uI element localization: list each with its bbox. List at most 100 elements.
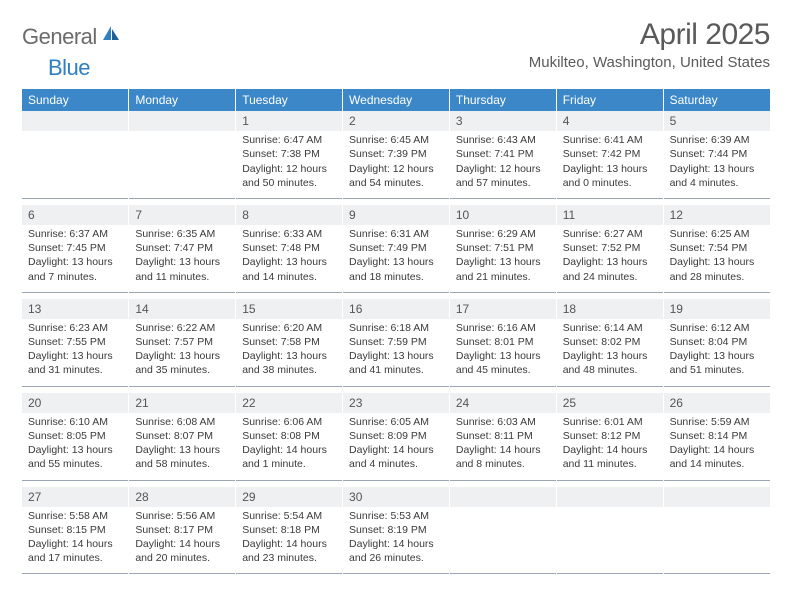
day-line: Daylight: 13 hours xyxy=(456,255,550,269)
day-cell: Sunrise: 6:25 AMSunset: 7:54 PMDaylight:… xyxy=(663,225,770,292)
day-number: 20 xyxy=(22,393,129,413)
day-number: 5 xyxy=(663,111,770,131)
day-number: 13 xyxy=(22,299,129,319)
day-cell: Sunrise: 6:06 AMSunset: 8:08 PMDaylight:… xyxy=(236,413,343,480)
day-line: Daylight: 13 hours xyxy=(563,162,657,176)
day-line: Sunset: 8:09 PM xyxy=(349,429,443,443)
day-header-row: SundayMondayTuesdayWednesdayThursdayFrid… xyxy=(22,89,770,111)
day-number xyxy=(663,487,770,507)
day-number: 4 xyxy=(556,111,663,131)
daynum-row: 12345 xyxy=(22,111,770,131)
day-line: Sunset: 7:59 PM xyxy=(349,335,443,349)
day-number: 9 xyxy=(343,205,450,225)
day-line: and 50 minutes. xyxy=(242,176,336,190)
day-line: Daylight: 13 hours xyxy=(349,255,443,269)
day-line: Sunrise: 6:03 AM xyxy=(456,415,550,429)
day-line: Daylight: 13 hours xyxy=(28,255,122,269)
day-line: and 24 minutes. xyxy=(563,270,657,284)
day-line: Daylight: 13 hours xyxy=(135,255,229,269)
day-line: Sunrise: 5:58 AM xyxy=(28,509,122,523)
day-number xyxy=(129,111,236,131)
content-row: Sunrise: 6:37 AMSunset: 7:45 PMDaylight:… xyxy=(22,225,770,292)
day-cell: Sunrise: 6:14 AMSunset: 8:02 PMDaylight:… xyxy=(556,319,663,386)
logo-sail-icon xyxy=(101,24,121,47)
day-line: and 55 minutes. xyxy=(28,457,122,471)
day-header: Monday xyxy=(129,89,236,111)
day-number xyxy=(22,111,129,131)
day-number: 11 xyxy=(556,205,663,225)
day-line: and 28 minutes. xyxy=(670,270,764,284)
day-line: Sunset: 7:55 PM xyxy=(28,335,122,349)
day-cell xyxy=(663,507,770,574)
location: Mukilteo, Washington, United States xyxy=(529,54,770,71)
day-line: and 11 minutes. xyxy=(135,270,229,284)
daynum-row: 27282930 xyxy=(22,487,770,507)
day-cell xyxy=(22,131,129,198)
day-line: Daylight: 14 hours xyxy=(135,537,229,551)
day-number: 19 xyxy=(663,299,770,319)
day-cell: Sunrise: 6:33 AMSunset: 7:48 PMDaylight:… xyxy=(236,225,343,292)
day-line: Daylight: 13 hours xyxy=(670,255,764,269)
day-line: Daylight: 13 hours xyxy=(349,349,443,363)
day-line: and 58 minutes. xyxy=(135,457,229,471)
day-line: Sunrise: 6:20 AM xyxy=(242,321,336,335)
day-line: Sunset: 8:11 PM xyxy=(456,429,550,443)
day-cell: Sunrise: 6:08 AMSunset: 8:07 PMDaylight:… xyxy=(129,413,236,480)
day-line: Daylight: 14 hours xyxy=(349,443,443,457)
day-line: Sunset: 8:04 PM xyxy=(670,335,764,349)
day-line: Daylight: 14 hours xyxy=(349,537,443,551)
day-cell: Sunrise: 6:39 AMSunset: 7:44 PMDaylight:… xyxy=(663,131,770,198)
day-number xyxy=(449,487,556,507)
day-line: Sunrise: 6:29 AM xyxy=(456,227,550,241)
day-line: and 4 minutes. xyxy=(349,457,443,471)
day-line: Sunset: 8:01 PM xyxy=(456,335,550,349)
day-number: 22 xyxy=(236,393,343,413)
title-block: April 2025 Mukilteo, Washington, United … xyxy=(529,18,770,71)
day-cell: Sunrise: 6:05 AMSunset: 8:09 PMDaylight:… xyxy=(343,413,450,480)
content-row: Sunrise: 6:47 AMSunset: 7:38 PMDaylight:… xyxy=(22,131,770,198)
day-line: and 14 minutes. xyxy=(242,270,336,284)
day-cell: Sunrise: 6:45 AMSunset: 7:39 PMDaylight:… xyxy=(343,131,450,198)
day-cell: Sunrise: 6:35 AMSunset: 7:47 PMDaylight:… xyxy=(129,225,236,292)
page-title: April 2025 xyxy=(529,18,770,52)
day-line: Sunrise: 6:14 AM xyxy=(563,321,657,335)
day-line: Sunrise: 6:47 AM xyxy=(242,133,336,147)
day-line: and 0 minutes. xyxy=(563,176,657,190)
day-line: and 35 minutes. xyxy=(135,363,229,377)
logo-text-part2: Blue xyxy=(48,55,90,80)
day-line: Sunrise: 6:06 AM xyxy=(242,415,336,429)
day-line: Sunrise: 6:22 AM xyxy=(135,321,229,335)
day-number: 10 xyxy=(449,205,556,225)
day-cell: Sunrise: 5:56 AMSunset: 8:17 PMDaylight:… xyxy=(129,507,236,574)
day-line: Daylight: 12 hours xyxy=(456,162,550,176)
day-line: Sunset: 7:57 PM xyxy=(135,335,229,349)
day-number: 29 xyxy=(236,487,343,507)
day-line: Sunrise: 6:35 AM xyxy=(135,227,229,241)
day-line: and 17 minutes. xyxy=(28,551,122,565)
day-line: and 20 minutes. xyxy=(135,551,229,565)
day-line: Sunrise: 6:39 AM xyxy=(670,133,764,147)
day-line: Sunrise: 6:16 AM xyxy=(456,321,550,335)
day-line: Sunrise: 6:33 AM xyxy=(242,227,336,241)
content-row: Sunrise: 5:58 AMSunset: 8:15 PM Daylight:… xyxy=(22,507,770,574)
day-number: 17 xyxy=(449,299,556,319)
day-line: Sunrise: 6:01 AM xyxy=(563,415,657,429)
day-number: 18 xyxy=(556,299,663,319)
day-line: Daylight: 13 hours xyxy=(563,349,657,363)
day-header: Tuesday xyxy=(236,89,343,111)
day-line: Sunrise: 5:54 AM xyxy=(242,509,336,523)
day-line: Sunset: 7:52 PM xyxy=(563,241,657,255)
day-line: Sunset: 7:45 PM xyxy=(28,241,122,255)
day-number: 16 xyxy=(343,299,450,319)
day-number: 30 xyxy=(343,487,450,507)
day-header: Friday xyxy=(556,89,663,111)
day-number: 25 xyxy=(556,393,663,413)
day-cell: Sunrise: 6:43 AMSunset: 7:41 PMDaylight:… xyxy=(449,131,556,198)
day-line: and 4 minutes. xyxy=(670,176,764,190)
day-line: Sunset: 7:47 PM xyxy=(135,241,229,255)
day-line: Daylight: 14 hours xyxy=(563,443,657,457)
daynum-row: 6789101112 xyxy=(22,205,770,225)
day-line: Sunset: 7:39 PM xyxy=(349,147,443,161)
day-line: Daylight: 14 hours xyxy=(670,443,764,457)
day-line: Sunset: 8:15 PM xyxy=(28,523,122,537)
